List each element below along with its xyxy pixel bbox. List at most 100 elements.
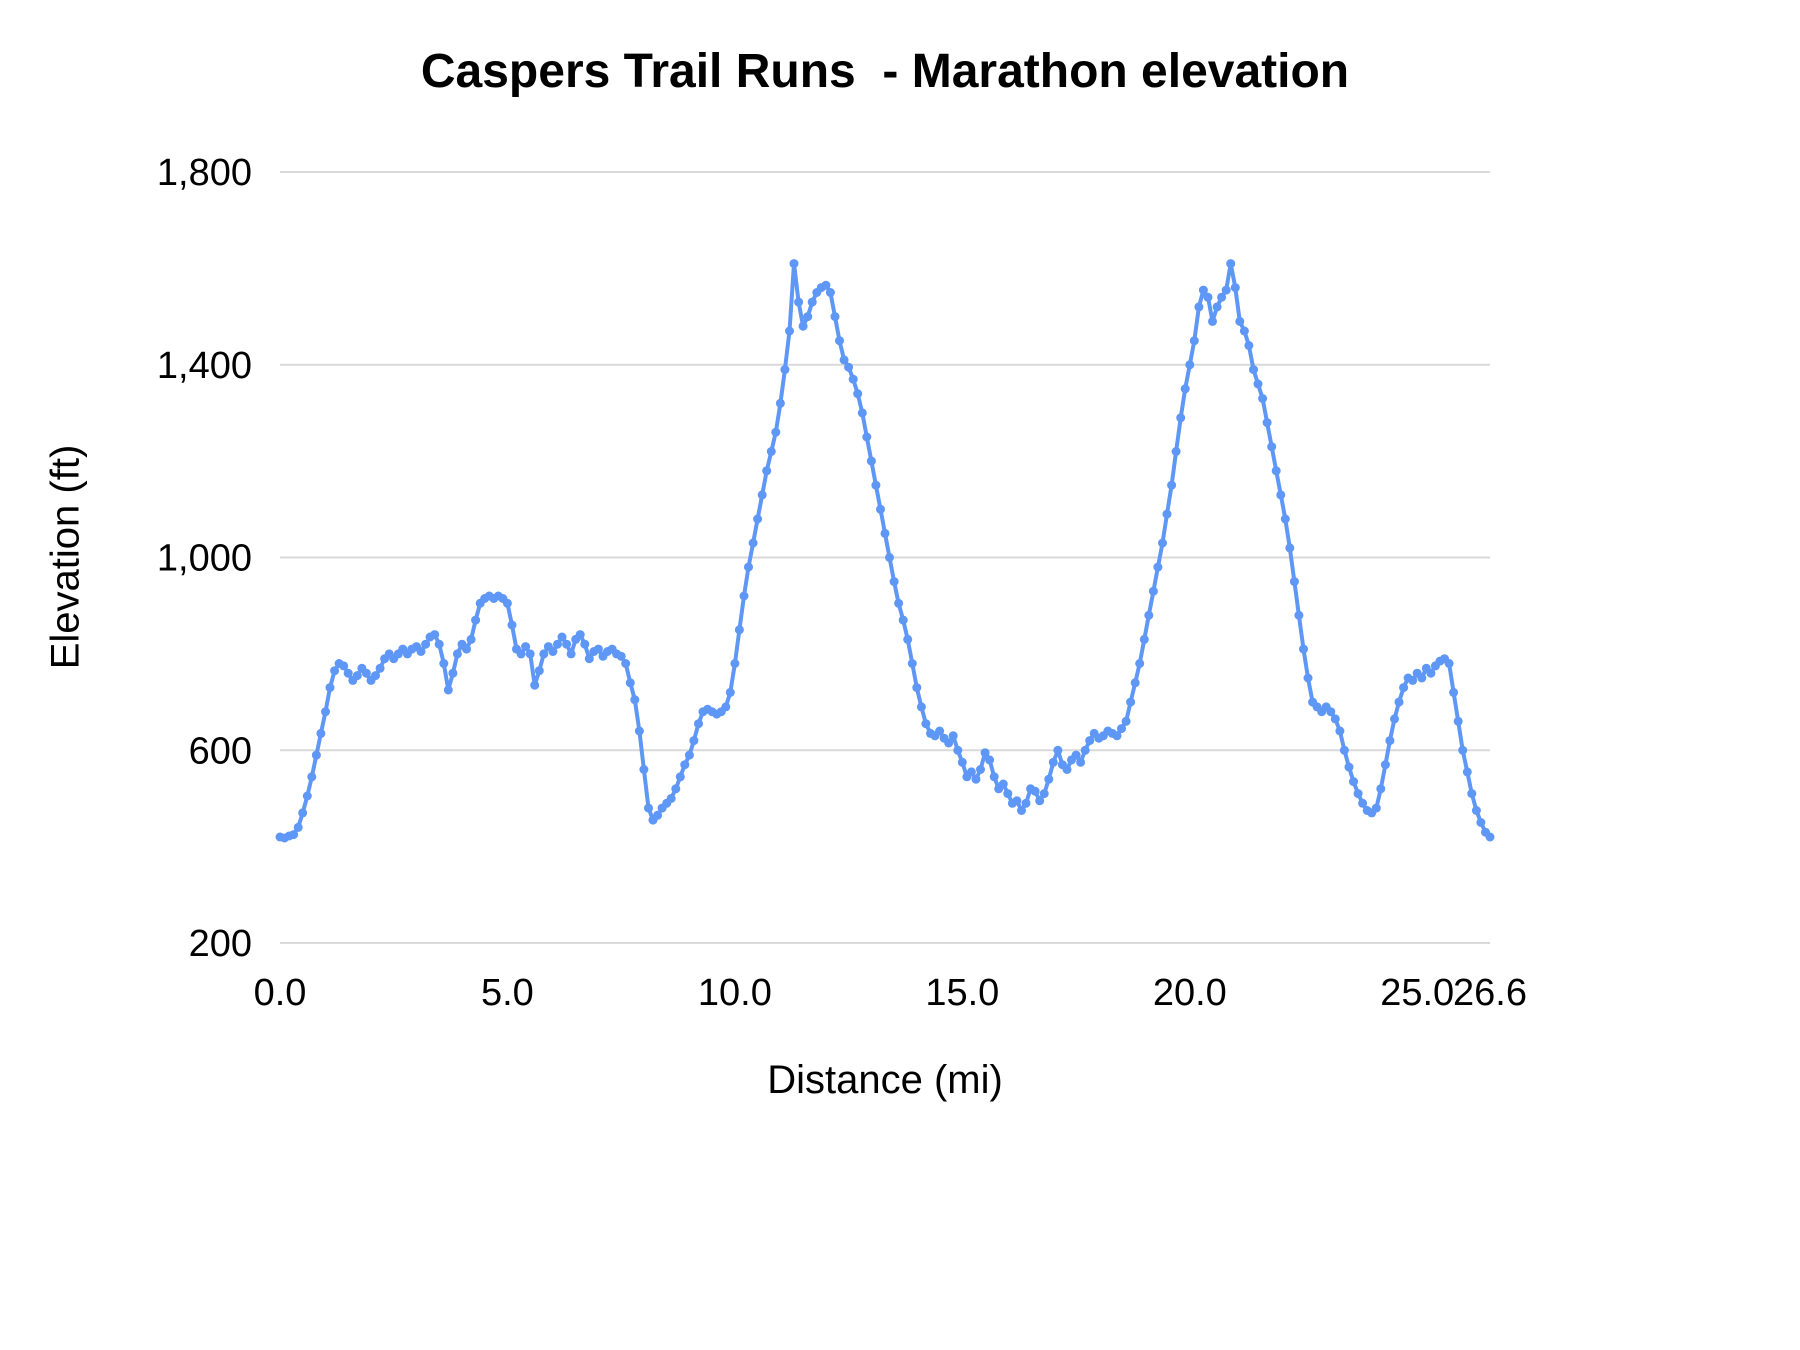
data-point	[1048, 757, 1058, 767]
data-point	[621, 659, 631, 668]
chart-title: Caspers Trail Runs - Marathon elevation	[420, 45, 1350, 98]
data-point	[953, 745, 963, 755]
data-point	[1253, 379, 1263, 389]
data-point	[835, 336, 844, 346]
data-point	[1071, 750, 1081, 760]
data-point	[794, 297, 804, 307]
data-point	[1117, 724, 1126, 734]
data-point	[548, 647, 558, 656]
data-point	[1335, 726, 1345, 736]
data-point	[903, 634, 913, 644]
y-tick-label: 200	[189, 923, 252, 965]
data-point	[375, 663, 385, 673]
data-point	[1467, 789, 1477, 799]
data-point	[744, 562, 753, 572]
data-point	[1112, 731, 1122, 741]
data-point	[1221, 285, 1231, 295]
x-tick-label: 20.0	[1153, 972, 1227, 1014]
data-point	[580, 639, 590, 649]
data-point	[725, 687, 735, 697]
data-point	[325, 683, 335, 693]
data-point	[1376, 784, 1386, 794]
data-point	[1053, 745, 1063, 755]
data-point	[302, 791, 312, 801]
data-point	[807, 297, 817, 307]
data-point	[734, 625, 744, 635]
data-point	[1344, 762, 1354, 772]
data-point	[912, 683, 922, 693]
data-point	[1471, 806, 1481, 815]
data-point	[1271, 466, 1281, 476]
data-point	[566, 649, 576, 659]
data-point	[1030, 786, 1040, 796]
data-point	[1162, 509, 1172, 519]
data-point	[889, 577, 899, 587]
data-point	[1180, 384, 1190, 394]
x-tick-label: 26.6	[1453, 972, 1527, 1014]
data-point	[307, 772, 317, 782]
data-point	[1267, 442, 1277, 452]
data-point	[1085, 736, 1095, 746]
data-point	[1194, 302, 1204, 312]
data-point	[1358, 798, 1368, 808]
data-point	[416, 647, 426, 656]
data-point	[1185, 360, 1195, 370]
data-point	[653, 810, 663, 820]
data-point	[530, 680, 540, 690]
data-point	[694, 719, 703, 729]
data-point	[757, 490, 767, 500]
data-point	[639, 765, 649, 774]
data-point	[798, 321, 808, 331]
data-point	[976, 765, 985, 774]
data-point	[584, 654, 594, 664]
data-point	[1349, 777, 1358, 787]
data-point	[634, 726, 644, 736]
data-point	[1158, 538, 1167, 548]
data-point	[1226, 259, 1236, 269]
data-point	[1139, 634, 1149, 644]
data-point	[316, 728, 326, 738]
data-point	[1326, 707, 1336, 717]
data-point	[434, 639, 444, 649]
data-point	[971, 774, 981, 784]
data-point	[1262, 418, 1272, 428]
data-point	[775, 398, 785, 408]
data-point	[689, 736, 699, 746]
y-tick-label: 1,800	[157, 152, 252, 194]
data-point	[680, 760, 690, 770]
data-point	[1444, 659, 1454, 668]
data-point	[966, 767, 976, 777]
data-point	[1062, 765, 1072, 774]
data-point	[593, 644, 603, 654]
data-point	[803, 312, 813, 322]
x-tick-label: 25.0	[1380, 972, 1454, 1014]
data-point	[739, 591, 749, 601]
data-point	[1121, 716, 1131, 726]
data-point	[1449, 687, 1459, 697]
data-point	[862, 432, 872, 442]
data-point	[507, 620, 517, 630]
data-point	[821, 280, 831, 290]
data-point	[876, 504, 885, 514]
data-point	[848, 374, 858, 384]
data-point	[780, 365, 790, 375]
data-point	[1244, 341, 1254, 350]
data-point	[1208, 316, 1217, 326]
data-point	[616, 651, 626, 661]
data-point	[1276, 490, 1286, 500]
data-point	[371, 671, 380, 681]
data-point	[762, 466, 772, 476]
data-point	[502, 598, 512, 608]
data-point	[1380, 760, 1390, 770]
data-point	[352, 671, 362, 681]
data-point	[871, 480, 881, 490]
data-point	[525, 649, 535, 659]
data-point	[1203, 292, 1213, 302]
data-point	[1371, 803, 1381, 813]
y-tick-label: 1,400	[157, 345, 252, 387]
data-point	[534, 666, 544, 676]
data-point	[1280, 514, 1290, 524]
data-point	[1130, 678, 1140, 688]
data-point	[857, 408, 867, 418]
data-point	[1299, 644, 1308, 654]
